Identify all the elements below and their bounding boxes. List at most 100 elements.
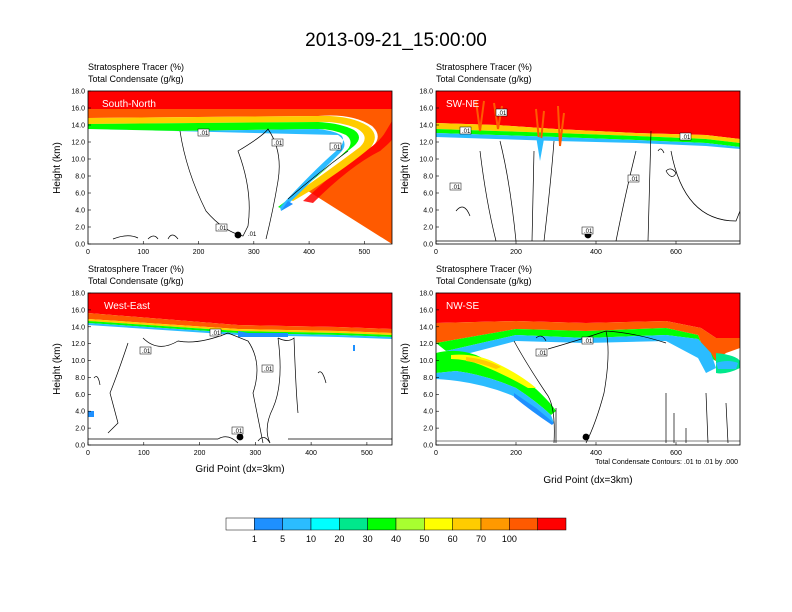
x-tick-label: 600 [670,450,682,457]
y-tick-label: 12.0 [419,140,433,147]
contour-label: .01 [682,135,691,141]
y-axis-label: Height (km) [400,343,411,395]
y-tick-label: 14.0 [71,324,85,331]
y-tick-label: 6.0 [423,392,433,399]
panel-header-line1: Stratosphere Tracer (%) [436,264,532,274]
colorbar-label: 1 [252,534,257,544]
y-axis-label: Height (km) [52,142,63,194]
contour-label: .01 [452,185,461,191]
y-tick-label: 4.0 [75,208,85,215]
y-tick-label: 2.0 [423,225,433,232]
colorbar-label: 20 [334,534,344,544]
contour-note: Total Condensate Contours: .01 to .01 by… [595,459,738,466]
panel-label: West-East [104,301,150,312]
colorbar-swatch [480,517,510,531]
x-tick-label: 400 [590,450,602,457]
colorbar-swatch [225,517,255,531]
y-tick-label: 12.0 [71,341,85,348]
contour-label: .01 [584,229,593,235]
y-tick-label: 16.0 [71,307,85,314]
colorbar-label: 60 [448,534,458,544]
x-tick-label: 500 [359,249,371,256]
panel-sw-ne: Stratosphere Tracer (%) Total Condensate… [400,62,741,256]
contour-label: .01 [218,226,227,232]
panel-label: South-North [102,99,156,110]
y-tick-label: 14.0 [419,324,433,331]
panel-header-line2: Total Condensate (g/kg) [88,276,184,286]
colorbar-swatch [395,517,425,531]
colorbar-label: 40 [391,534,401,544]
y-ticks: 0.0 2.0 4.0 6.0 8.0 10.0 12.0 14.0 16.0 18.0 [71,291,91,450]
y-tick-label: 8.0 [423,375,433,382]
x-axis-label: Grid Point (dx=3km) [195,464,284,475]
contour-label: .01 [274,141,283,147]
y-tick-label: 12.0 [71,140,85,147]
colorbar-swatch [282,517,312,531]
y-tick-label: 8.0 [75,174,85,181]
colorbar-label: 50 [419,534,429,544]
colorbar-label: 70 [476,534,486,544]
colorbar-label: 5 [280,534,285,544]
y-axis-label: Height (km) [400,142,411,194]
x-tick-label: 200 [510,450,522,457]
x-tick-label: 400 [303,249,315,256]
y-tick-label: 18.0 [419,89,433,96]
panel-west-east: Stratosphere Tracer (%) Total Condensate… [52,264,393,475]
page-title: 2013-09-21_15:00:00 [305,30,487,51]
y-tick-label: 18.0 [71,89,85,96]
y-tick-label: 2.0 [75,225,85,232]
y-tick-label: 16.0 [71,106,85,113]
x-ticks: 0 100 200 300 400 500 [86,241,370,256]
x-tick-label: 600 [670,249,682,256]
plot-area: .01 .01 .01 .01 West-East [88,293,392,445]
x-tick-label: 0 [86,249,90,256]
y-tick-label: 0.0 [423,242,433,249]
y-tick-label: 2.0 [75,426,85,433]
colorbar-label: 10 [306,534,316,544]
colorbar-swatch [537,517,567,531]
x-tick-label: 100 [138,450,150,457]
colorbar-swatch [424,517,453,531]
colorbar-swatch [509,517,538,531]
panel-label: SW-NE [446,99,479,110]
y-tick-label: 16.0 [419,106,433,113]
contour-label: .01 [264,367,273,373]
x-tick-label: 500 [361,450,373,457]
colorbar-swatch [367,517,397,531]
panel-nw-se: Stratosphere Tracer (%) Total Condensate… [400,264,741,486]
y-tick-label: 4.0 [423,409,433,416]
panel-header-line1: Stratosphere Tracer (%) [88,264,184,274]
plot-area: .01 .01 .01 .01 .01 South-North [88,91,392,244]
contour-label: .01 [234,429,243,435]
y-tick-label: 14.0 [419,123,433,130]
contour-label: .01 [538,351,547,357]
panel-header-line2: Total Condensate (g/kg) [436,276,532,286]
x-axis-label: Grid Point (dx=3km) [543,475,632,486]
x-tick-label: 100 [137,249,149,256]
x-tick-label: 200 [193,249,205,256]
colorbar-swatch [339,517,368,531]
y-tick-label: 4.0 [75,409,85,416]
y-tick-label: 18.0 [71,291,85,298]
y-axis-label: Height (km) [52,343,63,395]
panel-header-line2: Total Condensate (g/kg) [436,74,532,84]
y-tick-label: 10.0 [71,157,85,164]
plot-area: .01 .01 .01 .01 .01 .01 SW-NE [436,91,740,244]
contour-label: .01 [630,177,639,183]
colorbar-label: 30 [363,534,373,544]
y-ticks: 0.0 2.0 4.0 6.0 8.0 10.0 12.0 14.0 16.0 18.0 [419,89,439,249]
y-ticks: 0.0 2.0 4.0 6.0 8.0 10.0 12.0 14.0 16.0 18.0 [71,89,91,249]
x-ticks: 0 200 400 600 [434,442,682,457]
x-tick-label: 300 [249,450,261,457]
y-tick-label: 10.0 [419,157,433,164]
y-tick-label: 8.0 [75,375,85,382]
panel-header-line1: Stratosphere Tracer (%) [436,62,532,72]
x-tick-label: 200 [194,450,206,457]
x-tick-label: 200 [510,249,522,256]
y-tick-label: 0.0 [75,242,85,249]
x-ticks: 0 200 400 600 [434,241,682,256]
contour-label: .01 [462,129,471,135]
panel-header-line1: Stratosphere Tracer (%) [88,62,184,72]
contour-label: .01 [142,349,151,355]
